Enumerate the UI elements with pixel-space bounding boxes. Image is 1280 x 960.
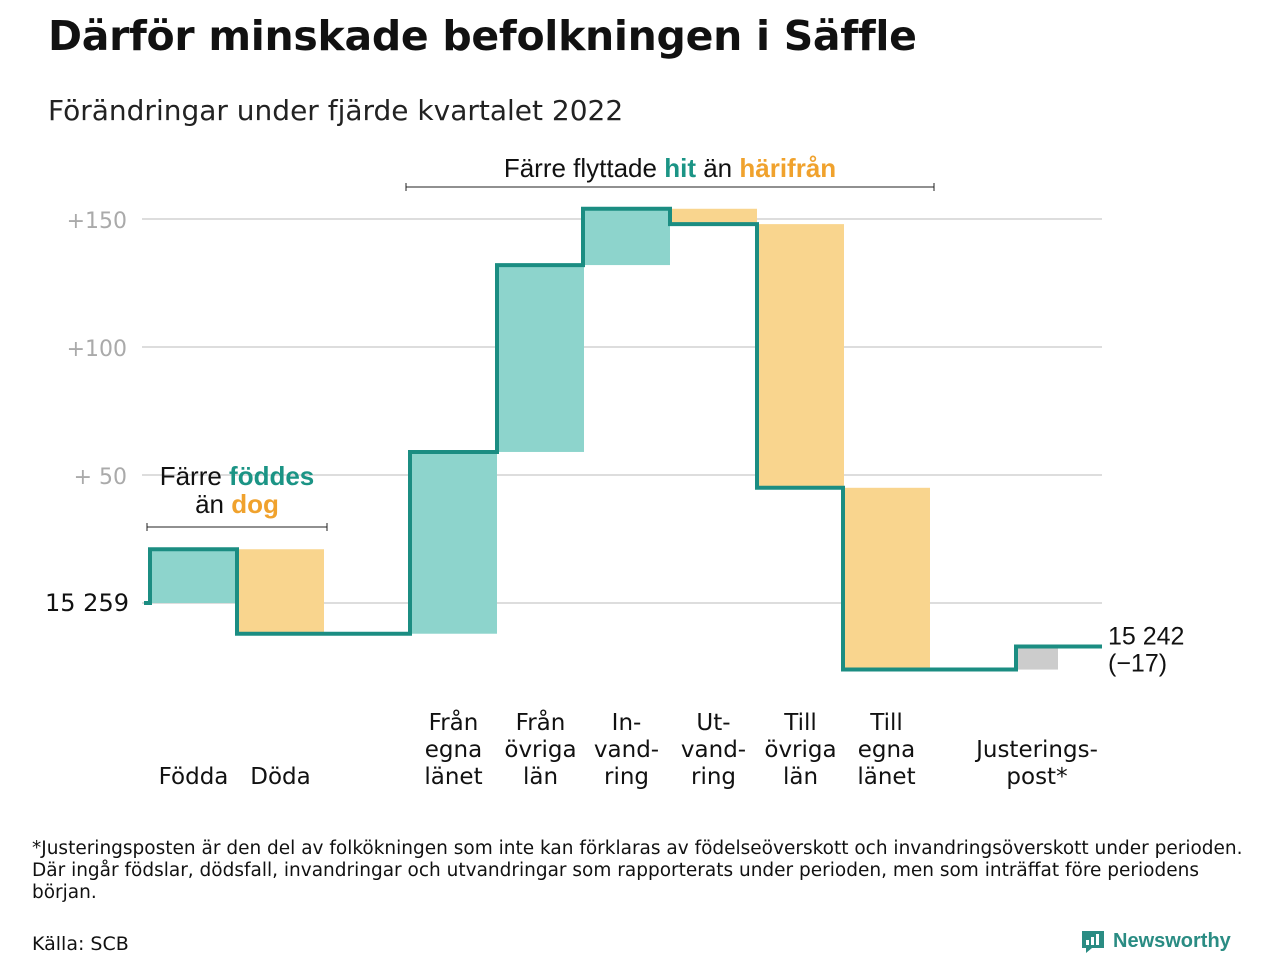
- category-label: län: [523, 764, 558, 790]
- bar-ut-vand-ring: [670, 208, 757, 225]
- category-label: Döda: [250, 764, 310, 790]
- category-label: ring: [604, 764, 649, 790]
- chart-subtitle: Förändringar under fjärde kvartalet 2022: [48, 94, 624, 127]
- category-label: egna: [858, 737, 915, 763]
- category-label: Från: [516, 708, 566, 736]
- start-value-label: 15 259: [45, 589, 129, 617]
- births-annotation: Färre föddes än dog: [146, 462, 328, 518]
- moves-annotation: Färre flyttade hit än härifrån: [405, 153, 935, 183]
- bar-döda: [237, 549, 324, 634]
- category-label: Från: [429, 708, 479, 736]
- y-tick-label: +150: [67, 209, 127, 234]
- category-label: länet: [857, 764, 915, 790]
- moves-annotation-prefix: Färre flyttade: [503, 153, 665, 183]
- category-label: Justerings-: [974, 737, 1098, 763]
- end-value-label: 15 242: [1108, 623, 1184, 651]
- category-label: övriga: [504, 737, 576, 763]
- source-note: Källa: SCB: [32, 933, 129, 955]
- moves-annotation-highlight-out: härifrån: [739, 153, 837, 183]
- category-label: länet: [424, 764, 482, 790]
- births-annotation-line2: än dog: [146, 490, 328, 518]
- cumulative-step-line: [144, 206, 1102, 672]
- bar-till-egna-länet: [843, 487, 930, 670]
- category-label: egna: [425, 737, 482, 763]
- bar-från-egna-länet: [410, 451, 497, 634]
- bar-in-vand-ring: [583, 208, 670, 266]
- category-label: län: [783, 764, 818, 790]
- deaths-annotation-highlight: dog: [231, 489, 279, 519]
- category-label: vand-: [681, 737, 746, 763]
- y-tick-label: + 50: [74, 465, 127, 490]
- births-annotation-highlight: föddes: [229, 461, 315, 491]
- category-label: post*: [1006, 764, 1067, 790]
- category-label: Till: [869, 710, 903, 736]
- category-label: vand-: [594, 737, 659, 763]
- newsworthy-icon: [1082, 931, 1104, 953]
- footnote: *Justeringsposten är den del av folkökni…: [32, 838, 1243, 903]
- category-label: övriga: [764, 737, 836, 763]
- chart-title: Därför minskade befolkningen i Säffle: [48, 12, 917, 60]
- category-label: In-: [612, 710, 642, 736]
- brand-name: Newsworthy: [1113, 929, 1231, 952]
- y-tick-label: +100: [67, 337, 127, 362]
- moves-annotation-middle: än: [695, 153, 740, 183]
- deaths-annotation-prefix: än: [195, 489, 232, 519]
- bar-justerings-post-: [1018, 646, 1058, 670]
- moves-annotation-highlight-in: hit: [664, 153, 696, 183]
- category-label: Födda: [159, 764, 229, 790]
- bar-från-övriga-län: [497, 265, 584, 452]
- births-annotation-line1: Färre föddes: [146, 462, 328, 490]
- category-label: ring: [691, 764, 736, 790]
- brand-logo: Newsworthy: [1080, 928, 1231, 954]
- category-label: Till: [783, 710, 817, 736]
- end-change-label: (−17): [1108, 650, 1167, 678]
- category-label: Ut-: [696, 710, 730, 736]
- births-annotation-prefix: Färre: [159, 461, 230, 491]
- bar-födda: [150, 549, 237, 603]
- bar-till-övriga-län: [757, 224, 844, 488]
